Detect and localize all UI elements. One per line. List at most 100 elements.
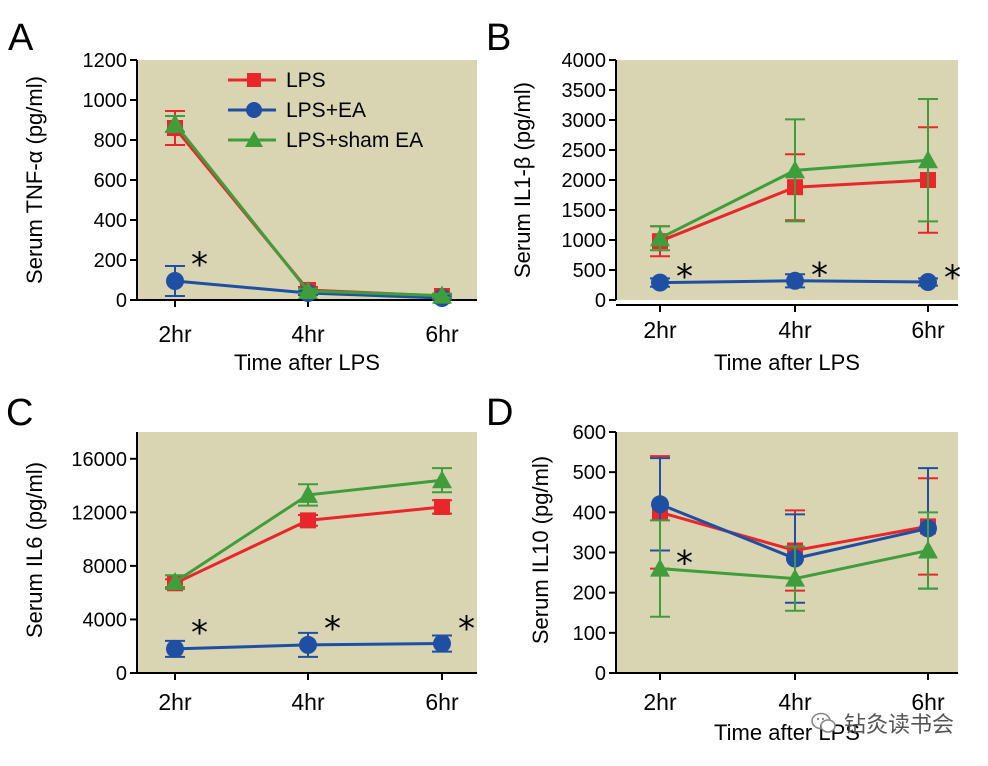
- panel-c: C 0 4000 8000 12000 16000 2hr 4hr 6hr Serum IL6 (…: [6, 392, 477, 715]
- data-point-triangle: [432, 285, 452, 304]
- series-lps-sham-ea: [165, 467, 452, 590]
- x-axis-title: Time after LPS: [714, 350, 860, 375]
- data-point-circle: [651, 273, 669, 292]
- y-axis-title: Serum IL10 (pg/ml): [528, 456, 553, 644]
- x-tick-label: 2hr: [643, 689, 677, 715]
- y-tick-label: 200: [94, 250, 127, 272]
- panel-letter: D: [486, 392, 513, 434]
- y-tick-label: 500: [573, 462, 606, 484]
- y-tick-label: 300: [573, 543, 606, 565]
- wechat-icon: [811, 712, 836, 733]
- data-point-circle: [433, 634, 451, 653]
- data-point-circle: [919, 273, 937, 291]
- series-lps-sham-ea: [165, 114, 452, 304]
- x-tick-label: 2hr: [158, 689, 192, 715]
- y-tick-label: 3000: [562, 110, 607, 132]
- x-tick-label: 4hr: [778, 689, 812, 715]
- panel-b: B 0 500 1000 1500 2000 2500 3000 3500 4000 2hr 4hr 6…: [486, 17, 961, 375]
- data-point-triangle: [432, 470, 452, 489]
- data-point-square: [434, 498, 450, 515]
- x-tick-label: 6hr: [911, 689, 945, 715]
- legend-marker-triangle: [245, 131, 263, 147]
- data-point-triangle: [785, 568, 805, 587]
- data-point-triangle: [298, 484, 318, 503]
- x-tick-label: 4hr: [291, 321, 325, 347]
- y-tick-label: 0: [595, 290, 606, 312]
- legend-marker-circle: [246, 102, 262, 118]
- panel-letter: A: [8, 17, 34, 59]
- y-axis-title: Serum TNF-α (pg/ml): [22, 76, 47, 284]
- data-point-triangle: [165, 114, 185, 132]
- significance-star: *: [191, 613, 208, 653]
- y-tick-label: 12000: [71, 502, 127, 524]
- y-tick-label: 400: [94, 210, 127, 232]
- significance-star: *: [458, 609, 475, 649]
- legend-label: LPS: [286, 69, 326, 92]
- series-lps-sham-ea: [650, 511, 938, 618]
- y-tick-label: 8000: [83, 556, 128, 578]
- data-point-triangle: [918, 150, 938, 169]
- data-point-triangle: [298, 281, 318, 299]
- data-point-triangle: [918, 540, 938, 559]
- significance-star: *: [191, 245, 208, 285]
- series-lps-ea: [165, 631, 452, 658]
- significance-star: *: [944, 258, 961, 298]
- data-point-circle: [166, 639, 184, 658]
- significance-star: *: [324, 609, 341, 649]
- x-axis-title: Time after LPS: [234, 350, 380, 375]
- y-tick-label: 0: [116, 290, 127, 312]
- y-tick-label: 200: [573, 583, 606, 605]
- y-tick-label: 16000: [71, 449, 127, 471]
- significance-star: *: [811, 255, 828, 295]
- y-tick-label: 0: [595, 663, 606, 685]
- y-tick-label: 1000: [83, 90, 128, 112]
- x-tick-label: 6hr: [425, 689, 459, 715]
- data-point-square: [300, 512, 316, 529]
- y-tick-label: 100: [573, 623, 606, 645]
- legend-label: LPS+sham EA: [286, 129, 423, 152]
- x-tick-label: 4hr: [778, 317, 812, 343]
- y-tick-label: 600: [573, 422, 606, 444]
- panel-letter: C: [6, 392, 33, 434]
- series-lps-sham-ea: [650, 98, 938, 252]
- y-tick-label: 4000: [562, 50, 607, 72]
- y-tick-label: 1000: [562, 230, 607, 252]
- y-tick-label: 0: [116, 663, 127, 685]
- significance-star: *: [676, 544, 693, 584]
- data-point-circle: [299, 635, 317, 654]
- y-tick-label: 1200: [83, 50, 128, 72]
- x-tick-label: 6hr: [911, 317, 945, 343]
- watermark: 钻灸读书会: [810, 706, 980, 740]
- y-tick-label: 2000: [562, 170, 607, 192]
- data-point-circle: [651, 495, 669, 514]
- legend-label: LPS+EA: [286, 99, 366, 122]
- watermark-text: 钻灸读书会: [844, 713, 955, 738]
- data-point-circle: [166, 272, 184, 290]
- x-tick-label: 4hr: [291, 689, 325, 715]
- y-axis-title: Serum IL6 (pg/ml): [22, 462, 47, 638]
- plot-background: [137, 60, 477, 300]
- panel-letter: B: [486, 17, 511, 59]
- x-tick-label: 2hr: [643, 317, 677, 343]
- data-point-triangle: [785, 160, 805, 179]
- y-tick-label: 2500: [562, 140, 607, 162]
- y-tick-label: 3500: [562, 80, 607, 102]
- data-point-circle: [786, 271, 804, 290]
- significance-star: *: [676, 257, 693, 297]
- series-lps-ea: [650, 271, 938, 292]
- legend: LPS LPS+EA LPS+sham EA: [228, 69, 423, 152]
- panel-a: A 0 200 400 600 800 1000 1200 2hr 4hr 6hr Time afte…: [8, 17, 477, 375]
- panel-d: D 0 100 200 300 400 500 600 2hr 4hr 6hr Time after …: [486, 392, 958, 745]
- x-tick-label: 6hr: [425, 321, 459, 347]
- data-point-triangle: [650, 228, 670, 247]
- x-axis-title: Time after LPS: [714, 720, 860, 745]
- y-tick-label: 500: [573, 260, 606, 282]
- legend-marker-square: [247, 73, 261, 87]
- y-tick-label: 1500: [562, 200, 607, 222]
- y-axis-title: Serum IL1-β (pg/ml): [510, 82, 535, 278]
- y-tick-label: 800: [94, 130, 127, 152]
- y-tick-label: 400: [573, 502, 606, 524]
- x-tick-label: 2hr: [158, 321, 192, 347]
- data-point-triangle: [165, 571, 185, 590]
